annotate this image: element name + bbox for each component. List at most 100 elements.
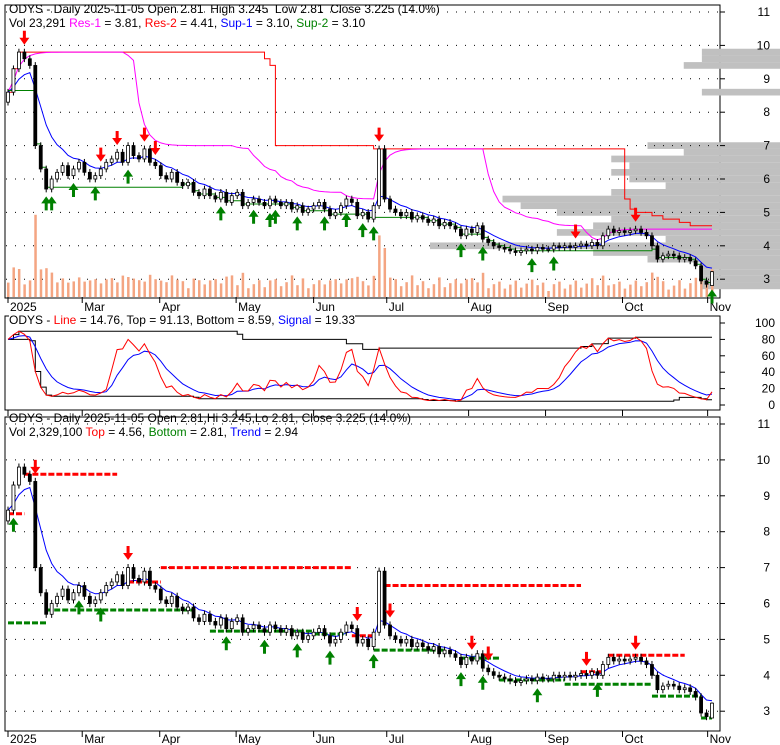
bottom-candle (322, 628, 327, 637)
bottom-candle (699, 696, 703, 714)
volume-profile-bar (683, 62, 780, 69)
bottom-candle (104, 585, 109, 594)
bottom-candle (639, 656, 643, 662)
top-x-label: May (238, 300, 261, 314)
buy-arrow-icon (341, 213, 352, 228)
buy-arrow-icon (548, 256, 559, 271)
volume-bar (67, 282, 70, 297)
top-candle (535, 247, 540, 252)
bottom-candle (224, 617, 229, 630)
volume-bar (137, 280, 141, 297)
volume-bar (547, 291, 550, 297)
top-candle (404, 211, 409, 217)
top-candle (120, 151, 125, 163)
volume-bar (530, 279, 534, 297)
bottom-candle (164, 599, 169, 604)
bottom-candle (557, 674, 562, 678)
bottom-candle (371, 631, 376, 647)
volume-bar (307, 288, 310, 297)
bottom-candle (650, 664, 654, 676)
top-candle (71, 168, 76, 177)
top-candle (366, 211, 371, 220)
top-candle (306, 208, 311, 213)
top-candle (197, 191, 201, 197)
top-candle (551, 245, 556, 250)
top-candle (497, 245, 502, 248)
bottom-candle (710, 702, 714, 719)
bottom-candle (633, 656, 638, 660)
top-x-label: Aug (471, 300, 492, 314)
volume-bar (683, 288, 687, 297)
bottom-candle (22, 466, 27, 475)
volume-profile-bar (520, 202, 780, 210)
top-y-tick-label: 5 (763, 205, 770, 219)
oscillator-line (7, 330, 713, 402)
volume-bar (618, 281, 621, 297)
top-candle (191, 181, 196, 193)
top-candle (693, 260, 698, 267)
volume-bar (465, 279, 468, 297)
top-candle (235, 191, 240, 197)
bottom-candle (175, 595, 180, 608)
volume-bar (700, 276, 703, 297)
buy-arrow-icon (123, 169, 134, 184)
volume-profile-bar (593, 249, 780, 256)
top-candle (513, 250, 518, 253)
top-candle (126, 145, 130, 163)
bottom-candle (442, 649, 447, 655)
top-candle (311, 205, 316, 210)
top-candle (93, 175, 98, 180)
res1-value: = 3.81, (101, 16, 145, 30)
volume-bar (121, 275, 125, 297)
volume-bar (290, 275, 294, 297)
buy-arrow-icon (368, 654, 379, 669)
bottom-candle (562, 674, 567, 678)
buy-arrow-icon (221, 636, 232, 651)
volume-profile-bar (556, 209, 780, 216)
top-candle (38, 145, 43, 170)
bottom-candle (546, 678, 551, 681)
volume-bar (569, 284, 572, 297)
bottom-candle (142, 570, 147, 583)
bottom-x-label: Jul (389, 732, 404, 745)
buy-arrow-icon (292, 643, 303, 658)
volume-bar (443, 287, 447, 297)
bottom-candle (262, 628, 267, 633)
signal-value: = 19.33 (311, 313, 356, 327)
top-candle (218, 191, 223, 200)
bottom-candle (404, 639, 409, 644)
bottom-candle (49, 603, 54, 615)
volume-bar (83, 281, 86, 297)
sup2-value: = 3.10 (328, 16, 366, 30)
volume-profile-bar (647, 142, 780, 149)
volume-bar (607, 285, 610, 297)
top-y-tick-label: 9 (763, 72, 770, 86)
volume-bar (187, 288, 190, 297)
sell-arrow-icon (112, 130, 123, 145)
top-candle (415, 215, 420, 220)
bottom-candle (55, 595, 60, 604)
bottom-candle (655, 674, 660, 691)
top-candle (448, 222, 452, 227)
volume-profile-bar (430, 242, 780, 250)
volume-bar (585, 283, 588, 297)
volume-bar (410, 275, 414, 297)
bottom-candle (6, 509, 10, 522)
top-candle (17, 51, 21, 70)
bottom-candle (93, 599, 98, 604)
top-candle (469, 228, 474, 233)
volume-profile-bar (593, 222, 780, 230)
top-candle (240, 191, 245, 207)
top-candle (251, 198, 256, 203)
bottom-candle (409, 639, 414, 647)
top-candle (175, 171, 180, 183)
top-candle (606, 228, 611, 237)
volume-bar (236, 285, 239, 297)
bottom-candle (17, 466, 21, 486)
top-candle (622, 230, 627, 233)
top-candle (153, 161, 158, 167)
buy-arrow-icon (259, 639, 270, 654)
bottom-candle (300, 631, 305, 640)
bottom-x-label: May (238, 732, 261, 745)
volume-bar (503, 288, 507, 297)
